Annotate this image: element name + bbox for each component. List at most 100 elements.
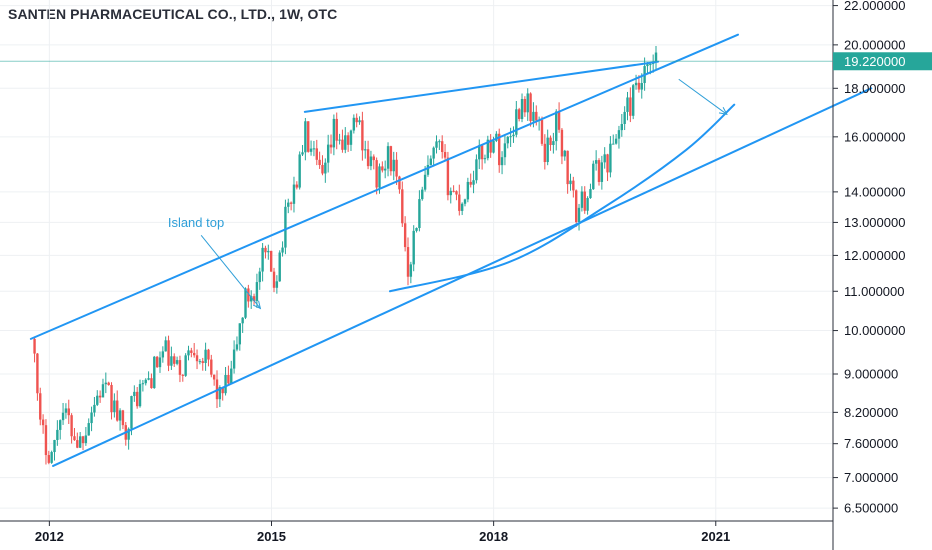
candle-body bbox=[70, 415, 73, 437]
candle-body bbox=[486, 139, 490, 159]
x-tick-label: 2015 bbox=[257, 529, 286, 544]
candle-body bbox=[278, 252, 281, 282]
candle-body bbox=[555, 111, 558, 142]
candle-body bbox=[449, 190, 452, 196]
candle-body bbox=[67, 408, 70, 416]
annotation-arrowhead bbox=[718, 106, 728, 115]
y-tick-label: 22.000000 bbox=[844, 0, 905, 13]
candle-body bbox=[255, 282, 259, 301]
x-tick-label: 2012 bbox=[35, 529, 64, 544]
candle-body bbox=[207, 349, 210, 360]
candle-body bbox=[90, 412, 93, 424]
candle-body bbox=[138, 384, 142, 407]
candle-body bbox=[426, 164, 430, 175]
candle-body bbox=[392, 159, 395, 172]
candle-body bbox=[632, 85, 635, 116]
candle-body bbox=[617, 130, 621, 139]
candle-body bbox=[364, 149, 367, 151]
candle-body bbox=[423, 174, 427, 190]
candle-body bbox=[50, 452, 53, 463]
candle-body bbox=[295, 184, 299, 188]
candle-body bbox=[586, 198, 589, 211]
candle-body bbox=[600, 162, 604, 182]
candle-body bbox=[515, 109, 518, 135]
candle-body bbox=[429, 158, 433, 165]
y-tick-label: 7.000000 bbox=[844, 470, 898, 485]
candle-body bbox=[198, 361, 202, 363]
candle-body bbox=[460, 203, 464, 211]
candle-body bbox=[113, 400, 116, 413]
candle-body bbox=[480, 145, 484, 160]
candle-body bbox=[318, 159, 321, 165]
candle-body bbox=[161, 351, 165, 358]
candle-body bbox=[355, 117, 358, 123]
candle-body bbox=[44, 425, 48, 456]
y-tick-label: 10.000000 bbox=[844, 323, 905, 338]
candle-body bbox=[466, 181, 470, 200]
candle-body bbox=[261, 247, 264, 272]
candle-body bbox=[304, 121, 307, 153]
candle-body bbox=[218, 387, 222, 400]
candle-body bbox=[155, 356, 159, 368]
annotations: Island top bbox=[168, 78, 728, 310]
candle-body bbox=[275, 281, 279, 288]
candle-body bbox=[150, 378, 153, 389]
y-tick-label: 9.000000 bbox=[844, 366, 898, 381]
last-price-label: 19.220000 bbox=[844, 54, 905, 69]
candle-body bbox=[415, 228, 418, 231]
candle-body bbox=[338, 139, 341, 141]
candle-body bbox=[509, 136, 512, 138]
candle-body bbox=[412, 230, 415, 265]
candle-body bbox=[409, 264, 413, 277]
candle-body bbox=[107, 382, 110, 385]
candle-body bbox=[577, 207, 581, 223]
candle-body bbox=[346, 135, 350, 145]
candle-body bbox=[309, 148, 313, 152]
candle-body bbox=[475, 159, 478, 181]
candle-body bbox=[170, 356, 173, 366]
candle-body bbox=[349, 130, 353, 145]
candle-body bbox=[195, 355, 199, 362]
candle-body bbox=[47, 455, 51, 463]
candle-body bbox=[389, 146, 393, 172]
candle-body bbox=[512, 134, 515, 137]
candle-body bbox=[118, 410, 122, 421]
candle-body bbox=[372, 156, 375, 161]
trend-line-wedge-upper bbox=[303, 60, 660, 113]
candle-body bbox=[634, 82, 638, 86]
candle-body bbox=[332, 118, 336, 148]
candle-body bbox=[646, 64, 649, 67]
candle-body bbox=[227, 374, 230, 384]
candle-body bbox=[532, 111, 535, 122]
candle-body bbox=[36, 353, 39, 394]
candle-body bbox=[184, 355, 187, 376]
candle-body bbox=[552, 141, 555, 146]
candle-body bbox=[483, 158, 487, 160]
candle-body bbox=[244, 288, 247, 318]
last-price-marker: 19.220000 bbox=[0, 52, 932, 71]
candle-body bbox=[383, 168, 387, 171]
candle-body bbox=[281, 247, 284, 253]
trend-line-channel-lower bbox=[52, 87, 873, 467]
candle-body bbox=[543, 143, 547, 163]
candle-body bbox=[33, 338, 36, 354]
candle-body bbox=[517, 109, 521, 119]
trend-drawings bbox=[29, 33, 873, 467]
candle-body bbox=[232, 349, 236, 369]
candle-body bbox=[361, 120, 364, 151]
candle-body bbox=[583, 191, 586, 211]
candle-body bbox=[56, 429, 59, 440]
candle-body bbox=[221, 387, 224, 394]
candle-body bbox=[569, 180, 572, 185]
candle-body bbox=[192, 352, 196, 356]
candle-body bbox=[492, 140, 495, 153]
y-tick-label: 14.000000 bbox=[844, 184, 905, 199]
candle-body bbox=[181, 374, 184, 376]
last-price-badge bbox=[833, 52, 932, 71]
candle-body bbox=[580, 191, 584, 208]
candle-body bbox=[326, 144, 330, 163]
candle-body bbox=[406, 247, 410, 277]
candle-body bbox=[167, 340, 170, 366]
candle-body bbox=[441, 141, 444, 153]
